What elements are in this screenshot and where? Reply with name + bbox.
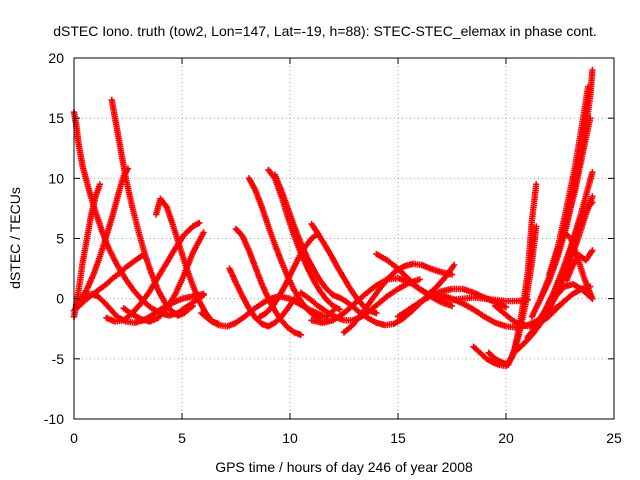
data-point-markers — [535, 281, 596, 324]
series-35 — [535, 281, 596, 324]
series-4 — [108, 96, 196, 319]
series-34 — [559, 199, 596, 278]
data-point-markers — [108, 96, 196, 319]
data-point-markers — [559, 199, 596, 278]
series-16 — [256, 230, 322, 320]
data-point-markers — [271, 171, 337, 299]
series-12 — [232, 225, 304, 338]
data-point-markers — [256, 230, 322, 320]
axis-ticks: 0 5 10 15 20 25 -10 -5 0 5 10 15 20 — [44, 50, 622, 446]
data-point-markers — [232, 225, 304, 338]
series-8 — [120, 229, 207, 325]
series-5 — [77, 165, 132, 305]
x-tick-label: 15 — [390, 430, 406, 446]
data-marks — [70, 66, 596, 370]
data-point-markers — [563, 247, 596, 284]
y-tick-label: 15 — [48, 110, 64, 126]
data-point-markers — [77, 165, 132, 305]
y-tick-label: 20 — [48, 50, 64, 66]
series-36 — [563, 247, 596, 284]
y-axis-label: dSTEC / TECUs — [7, 187, 23, 289]
x-tick-label: 5 — [178, 430, 186, 446]
data-point-markers — [340, 260, 456, 336]
y-tick-label: 5 — [56, 231, 64, 247]
data-point-markers — [120, 229, 207, 325]
x-tick-label: 25 — [606, 430, 622, 446]
y-tick-label: -10 — [44, 411, 64, 427]
y-tick-label: -5 — [52, 351, 65, 367]
chart-title: dSTEC Iono. truth (tow2, Lon=147, Lat=-1… — [53, 23, 597, 39]
series-13 — [245, 175, 337, 322]
series-15 — [271, 171, 337, 299]
x-tick-label: 10 — [282, 430, 298, 446]
series-20 — [340, 260, 456, 336]
x-axis-label: GPS time / hours of day 246 of year 2008 — [215, 459, 473, 475]
y-tick-label: 0 — [56, 291, 64, 307]
data-point-markers — [245, 175, 337, 322]
x-tick-label: 0 — [70, 430, 78, 446]
x-tick-label: 20 — [498, 430, 514, 446]
y-tick-label: 10 — [48, 170, 64, 186]
